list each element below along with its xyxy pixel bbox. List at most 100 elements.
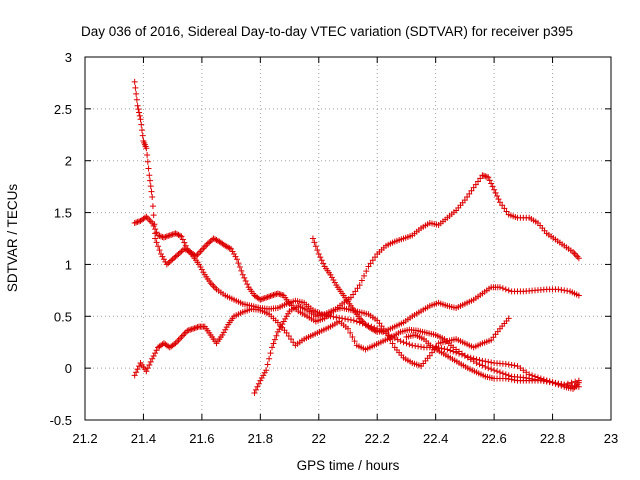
data-point xyxy=(499,285,506,292)
data-point xyxy=(485,365,492,372)
data-point xyxy=(160,256,167,263)
chart-title: Day 036 of 2016, Sidereal Day-to-day VTE… xyxy=(81,24,573,39)
data-point xyxy=(546,379,553,386)
y-tick-label: 3 xyxy=(65,50,72,65)
data-point xyxy=(276,326,283,333)
data-point xyxy=(561,287,568,294)
data-point xyxy=(239,271,246,278)
data-point xyxy=(157,251,164,258)
data-point xyxy=(134,218,141,225)
data-point xyxy=(168,257,175,264)
data-point xyxy=(482,173,489,180)
data-point xyxy=(496,284,503,291)
data-point xyxy=(468,187,475,194)
y-tick-label: 0.5 xyxy=(54,309,72,324)
data-point xyxy=(283,329,290,336)
data-point xyxy=(350,317,357,324)
data-point xyxy=(159,253,166,260)
data-point xyxy=(502,375,509,382)
data-point xyxy=(466,190,473,197)
data-point xyxy=(134,366,141,373)
data-point xyxy=(136,109,143,116)
data-point xyxy=(188,326,195,333)
data-point xyxy=(132,84,139,91)
data-point xyxy=(274,328,281,335)
data-point xyxy=(389,340,396,347)
data-point xyxy=(482,363,489,370)
data-point xyxy=(418,343,425,350)
data-point xyxy=(261,369,268,376)
data-point xyxy=(387,336,394,343)
data-point xyxy=(260,372,267,379)
data-point xyxy=(331,279,338,286)
data-point xyxy=(269,292,276,299)
data-point xyxy=(261,295,268,302)
data-point xyxy=(160,234,167,241)
data-point xyxy=(499,370,506,377)
data-point xyxy=(168,231,175,238)
data-point xyxy=(403,340,410,347)
data-point xyxy=(572,382,579,389)
y-axis-label: SDTVAR / TECUs xyxy=(5,184,20,293)
data-point xyxy=(200,245,207,252)
data-point xyxy=(153,229,160,236)
data-point xyxy=(162,233,169,240)
data-point xyxy=(540,378,547,385)
data-point xyxy=(492,189,499,196)
data-point xyxy=(171,254,178,261)
data-point xyxy=(266,355,273,362)
data-point xyxy=(176,249,183,256)
data-point xyxy=(176,232,183,239)
data-point xyxy=(279,292,286,299)
data-point xyxy=(330,313,337,320)
data-point xyxy=(257,296,264,303)
data-point xyxy=(270,340,277,347)
data-point xyxy=(257,377,264,384)
data-point xyxy=(144,152,151,159)
data-point xyxy=(333,314,340,321)
data-point xyxy=(136,363,143,370)
data-point xyxy=(426,352,433,359)
axis-ticks: 21.2 21.4 21.6 21.8 22 22.2 22.4 22.6 22.8 23-0.5… xyxy=(50,50,619,446)
data-point xyxy=(377,327,384,334)
data-point xyxy=(233,256,240,263)
data-point xyxy=(175,337,182,344)
y-tick-label: 2 xyxy=(65,154,72,169)
data-point xyxy=(339,315,346,322)
data-point xyxy=(152,235,159,242)
data-point xyxy=(198,246,205,253)
data-point xyxy=(220,329,227,336)
data-point xyxy=(178,248,185,255)
data-point xyxy=(496,199,503,206)
data-point xyxy=(568,379,575,386)
data-point xyxy=(198,266,205,273)
data-point xyxy=(505,376,512,383)
data-point xyxy=(264,294,271,301)
data-point xyxy=(229,248,236,255)
data-point xyxy=(309,235,316,242)
data-point xyxy=(385,332,392,339)
data-point xyxy=(181,239,188,246)
data-point xyxy=(271,291,278,298)
data-point xyxy=(350,291,357,298)
data-point xyxy=(152,350,159,357)
data-point xyxy=(226,245,233,252)
data-point xyxy=(179,332,186,339)
data-point xyxy=(356,282,363,289)
data-point xyxy=(263,367,270,374)
data-point xyxy=(169,256,176,263)
data-point xyxy=(223,324,230,331)
data-point xyxy=(277,323,284,330)
data-point xyxy=(222,326,229,333)
data-point xyxy=(558,286,565,293)
data-point xyxy=(185,327,192,334)
data-point xyxy=(184,327,191,334)
data-point xyxy=(475,178,482,185)
data-points xyxy=(131,78,582,397)
data-point xyxy=(482,358,489,365)
data-point xyxy=(511,362,518,369)
data-point xyxy=(369,257,376,264)
data-point xyxy=(163,261,170,268)
data-point xyxy=(502,286,509,293)
data-point xyxy=(153,239,160,246)
